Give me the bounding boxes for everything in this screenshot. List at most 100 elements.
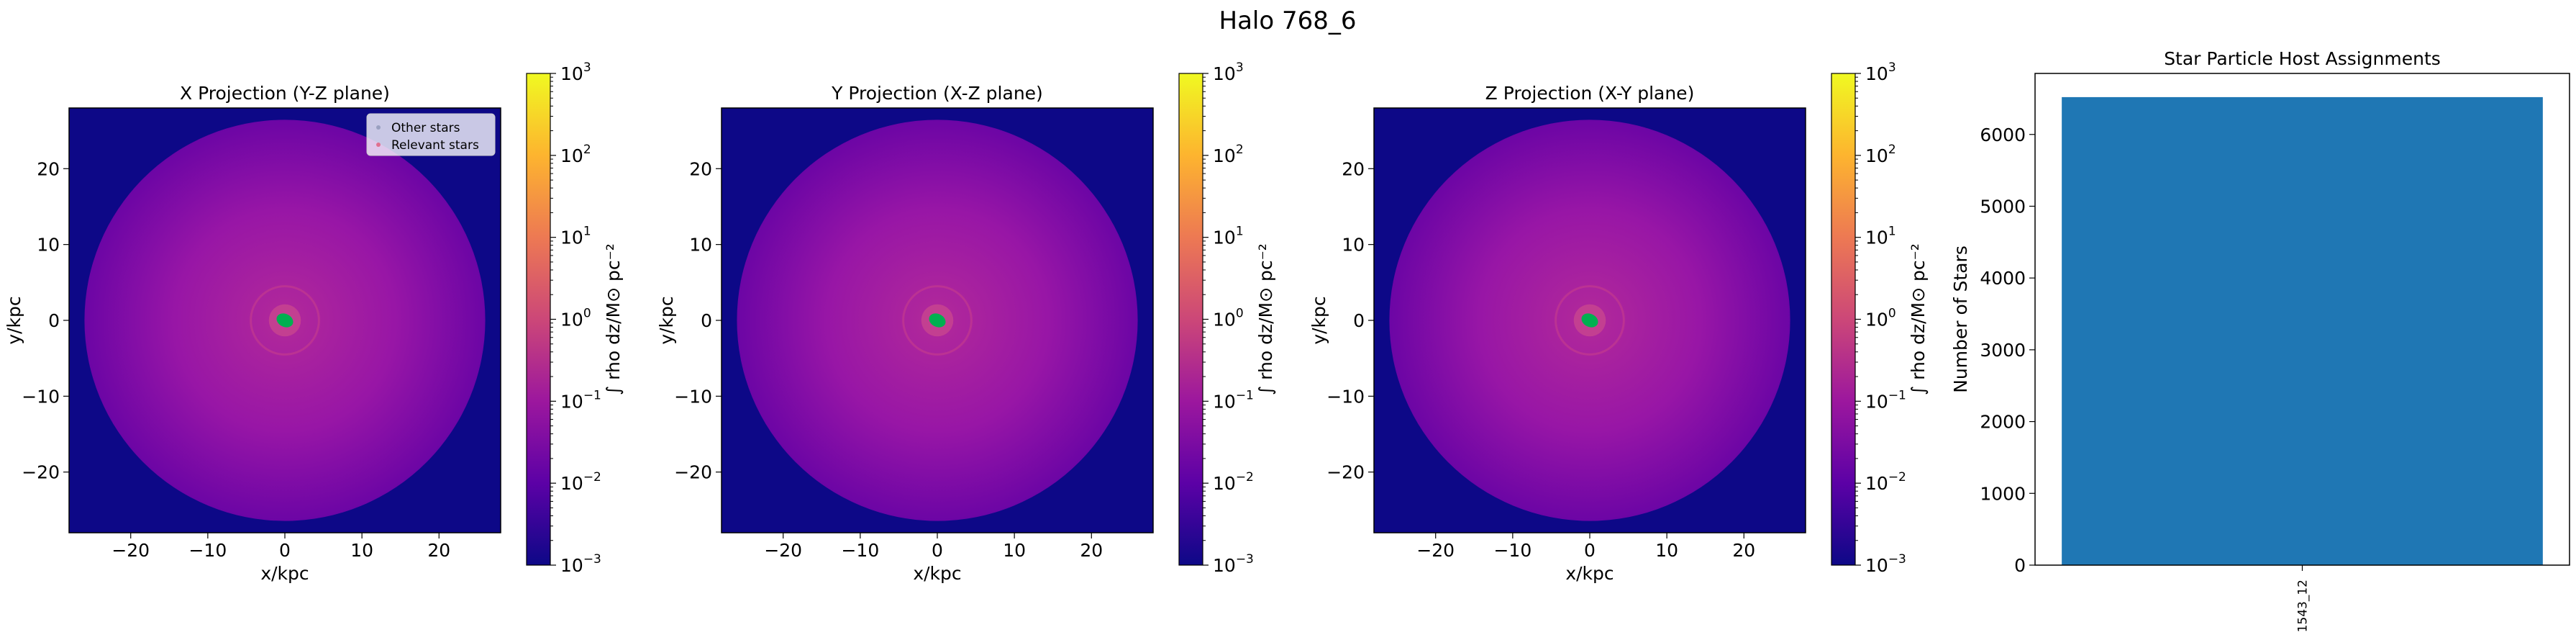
colorbar-tick-label: 100 bbox=[560, 307, 591, 330]
y-tick-label: −20 bbox=[22, 462, 60, 483]
inner-shell bbox=[902, 285, 973, 356]
y-tick-label: 3000 bbox=[1980, 340, 2026, 361]
legend-marker-other bbox=[376, 125, 381, 130]
relevant-stars-cluster bbox=[929, 313, 946, 328]
colorbar-tick-label: 101 bbox=[1865, 225, 1896, 248]
x-tick-label: −10 bbox=[1493, 540, 1532, 561]
x-tick-label: 10 bbox=[1655, 540, 1678, 561]
colorbar-tick-label: 100 bbox=[1213, 307, 1244, 330]
bar-chart-panel: 1543_12 0 1000 2000 3000 4000 5000 6000 Star Par… bbox=[1950, 48, 2570, 632]
x-tick-label: 0 bbox=[932, 540, 943, 561]
legend-label-relevant: Relevant stars bbox=[391, 138, 479, 153]
x-axis-label: x/kpc bbox=[1565, 563, 1614, 584]
y-tick-label: 2000 bbox=[1980, 412, 2026, 433]
legend-label-other: Other stars bbox=[391, 121, 460, 135]
colorbar-tick-label: 103 bbox=[1213, 60, 1244, 84]
y-axis-label: y/kpc bbox=[656, 296, 677, 344]
x-tick-label: 10 bbox=[350, 540, 373, 561]
x-tick-label: 20 bbox=[1732, 540, 1755, 561]
y-tick-label: −10 bbox=[22, 386, 60, 407]
colorbar-tick-label: 100 bbox=[1865, 307, 1896, 330]
colorbar-gradient bbox=[526, 73, 551, 566]
bar-1543_12 bbox=[2062, 96, 2543, 565]
x-tick-label: 20 bbox=[427, 540, 450, 561]
inner-shell bbox=[1555, 285, 1625, 356]
colorbar-label: ∫ rho dz/M⊙ pc⁻² bbox=[603, 243, 624, 395]
y-tick-label: 20 bbox=[1342, 158, 1365, 179]
x-axis-label: x/kpc bbox=[913, 563, 961, 584]
x-tick-label: 0 bbox=[1584, 540, 1596, 561]
colorbar-tick-label: 102 bbox=[1865, 143, 1896, 166]
colorbar-tick-label: 102 bbox=[1213, 143, 1244, 166]
x-tick-label: −10 bbox=[841, 540, 879, 561]
y-tick-label: 5000 bbox=[1980, 196, 2026, 217]
y-tick-label: −20 bbox=[674, 462, 712, 483]
y-axis-label: y/kpc bbox=[4, 296, 24, 344]
colorbar-gradient bbox=[1178, 73, 1203, 566]
colorbar-tick-label: 10−3 bbox=[1865, 552, 1906, 576]
y-tick-label: −20 bbox=[1326, 462, 1365, 483]
x-axis-label: x/kpc bbox=[260, 563, 309, 584]
x-tick-label: −20 bbox=[1416, 540, 1455, 561]
colorbar-label: ∫ rho dz/M⊙ pc⁻² bbox=[1908, 243, 1929, 395]
colorbar-tick-label: 10−3 bbox=[1213, 552, 1254, 576]
axes-frame bbox=[2034, 73, 2570, 566]
y-tick-label: 20 bbox=[37, 158, 60, 179]
panel-title: Star Particle Host Assignments bbox=[2164, 48, 2441, 69]
y-axis-label: Number of Stars bbox=[1950, 245, 1971, 393]
y-tick-label: 10 bbox=[689, 235, 712, 256]
y-tick-label: 10 bbox=[37, 235, 60, 256]
y-tick-label: 4000 bbox=[1980, 268, 2026, 289]
projection-panel-1: X Projection (Y-Z plane)−20 −10 0 10 20−20−1… bbox=[4, 60, 624, 584]
y-tick-label: 1000 bbox=[1980, 483, 2026, 504]
x-tick-label: 0 bbox=[279, 540, 291, 561]
colorbar-gradient bbox=[1831, 73, 1856, 566]
colorbar: 10−3 10−2 10−1 100 101 102 103 ∫ rho dz/M⊙ pc⁻² bbox=[1178, 60, 1276, 576]
legend: Other stars Relevant stars bbox=[366, 113, 496, 156]
relevant-stars-cluster bbox=[1581, 313, 1598, 328]
colorbar-tick-label: 10−2 bbox=[1865, 470, 1906, 494]
colorbar: 10−3 10−2 10−1 100 101 102 103 ∫ rho dz/M⊙ pc⁻² bbox=[526, 60, 624, 576]
colorbar-tick-label: 101 bbox=[560, 225, 591, 248]
colorbar-tick-label: 10−1 bbox=[560, 388, 601, 412]
relevant-stars-cluster bbox=[276, 313, 293, 328]
y-tick-label: 0 bbox=[48, 310, 60, 331]
panel-title: Z Projection (X-Y plane) bbox=[1485, 83, 1695, 104]
colorbar-tick-label: 10−1 bbox=[1865, 388, 1906, 412]
panel-title: X Projection (Y-Z plane) bbox=[180, 83, 390, 104]
legend-marker-relevant bbox=[376, 143, 381, 147]
x-tick-label: −20 bbox=[764, 540, 802, 561]
panels: X Projection (Y-Z plane)−20 −10 0 10 20−20−1… bbox=[4, 48, 2570, 632]
colorbar-tick-label: 10−1 bbox=[1213, 388, 1254, 412]
x-tick-label: 1543_12 bbox=[2296, 580, 2311, 632]
y-tick-label: 0 bbox=[1353, 310, 1365, 331]
y-tick-label: 0 bbox=[701, 310, 712, 331]
x-tick-label: −20 bbox=[111, 540, 150, 561]
colorbar-tick-label: 103 bbox=[560, 60, 591, 84]
colorbar-tick-label: 102 bbox=[560, 143, 591, 166]
density-image bbox=[722, 108, 1153, 533]
y-tick-label: 10 bbox=[1342, 235, 1365, 256]
density-image bbox=[69, 108, 501, 533]
projection-panel-3: Z Projection (X-Y plane)−20 −10 0 10 20−20−1… bbox=[1309, 60, 1929, 584]
inner-shell bbox=[250, 285, 320, 356]
colorbar-label: ∫ rho dz/M⊙ pc⁻² bbox=[1255, 243, 1276, 395]
colorbar-tick-label: 10−2 bbox=[560, 470, 601, 494]
legend-frame bbox=[366, 113, 496, 156]
x-tick-label: 20 bbox=[1080, 540, 1103, 561]
x-tick-label: 10 bbox=[1003, 540, 1026, 561]
projection-panel-2: Y Projection (X-Z plane)−20 −10 0 10 20−20−1… bbox=[656, 60, 1276, 584]
y-tick-label: −10 bbox=[1326, 386, 1365, 407]
colorbar-tick-label: 101 bbox=[1213, 225, 1244, 248]
density-image bbox=[1374, 108, 1806, 533]
colorbar-tick-label: 10−3 bbox=[560, 552, 601, 576]
y-axis-label: y/kpc bbox=[1309, 296, 1329, 344]
colorbar-tick-label: 103 bbox=[1865, 60, 1896, 84]
colorbar: 10−3 10−2 10−1 100 101 102 103 ∫ rho dz/M⊙ pc⁻² bbox=[1831, 60, 1929, 576]
y-tick-label: 6000 bbox=[1980, 125, 2026, 145]
y-tick-label: 20 bbox=[689, 158, 712, 179]
y-tick-label: 0 bbox=[2014, 555, 2026, 576]
figure-suptitle: Halo 768_6 bbox=[1219, 6, 1357, 35]
x-tick-label: −10 bbox=[188, 540, 227, 561]
